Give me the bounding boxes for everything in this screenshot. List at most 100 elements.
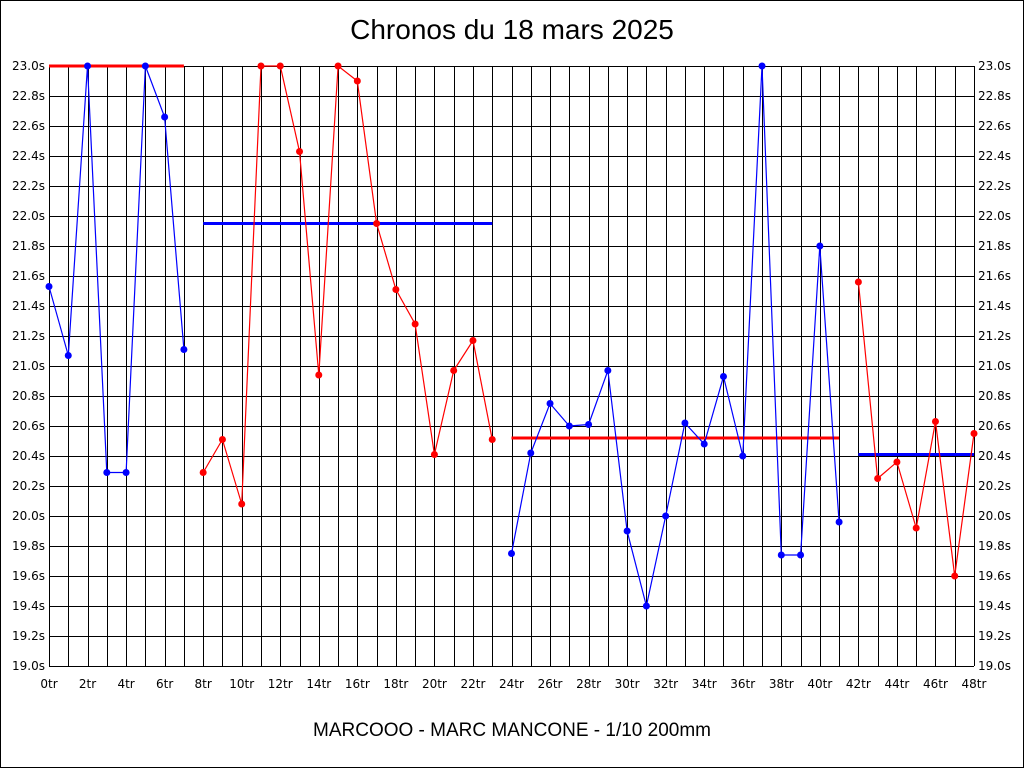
data-point <box>334 62 342 70</box>
chart-title: Chronos du 18 mars 2025 <box>350 14 674 45</box>
y-tick-label-right: 21.2s <box>978 329 1011 343</box>
data-point <box>797 551 805 559</box>
x-tick-label: 22tr <box>460 677 485 691</box>
data-point <box>816 242 824 250</box>
data-point <box>353 77 361 85</box>
data-point <box>835 518 843 526</box>
x-tick-label: 2tr <box>79 677 96 691</box>
data-point <box>585 421 593 428</box>
y-tick-label-right: 21.4s <box>978 299 1011 313</box>
data-point <box>430 451 438 458</box>
series-line <box>202 64 493 505</box>
y-tick-label-right: 22.6s <box>978 119 1011 133</box>
y-tick-label: 20.2s <box>12 479 45 493</box>
y-tick-label: 19.6s <box>12 569 45 583</box>
y-tick-label-right: 19.6s <box>978 569 1011 583</box>
data-point <box>777 551 785 559</box>
y-tick-label-right: 19.8s <box>978 539 1011 553</box>
data-point <box>623 527 631 535</box>
data-point <box>411 320 419 328</box>
y-tick-label-right: 20.8s <box>978 389 1011 403</box>
y-tick-label: 22.8s <box>12 89 45 103</box>
data-point <box>546 400 554 407</box>
x-tick-label: 26tr <box>538 677 563 691</box>
y-tick-label: 21.2s <box>12 329 45 343</box>
y-tick-label: 22.0s <box>12 209 45 223</box>
x-tick-label: 28tr <box>576 677 601 691</box>
chart-footer: MARCOOO - MARC MANCONE - 1/10 200mm <box>313 720 711 741</box>
data-point <box>373 220 381 227</box>
y-tick-label: 20.4s <box>12 449 45 463</box>
average-lines <box>49 64 974 456</box>
data-point <box>315 371 323 379</box>
x-tick-label: 34tr <box>692 677 717 691</box>
data-point <box>681 419 689 427</box>
y-tick-label: 23.0s <box>12 59 45 73</box>
x-tick-label: 6tr <box>156 677 173 691</box>
y-tick-label: 19.2s <box>12 629 45 643</box>
x-tick-label: 38tr <box>769 677 794 691</box>
x-tick-label: 20tr <box>422 677 447 691</box>
x-tick-label: 48tr <box>962 677 987 691</box>
x-axis: 0tr 2tr 4tr 6tr 8tr 10tr 12tr 14tr 16tr 18tr 20tr 2… <box>40 677 986 691</box>
data-point <box>199 469 207 476</box>
x-tick-label: 42tr <box>846 677 871 691</box>
y-tick-label-right: 19.0s <box>978 659 1011 673</box>
x-tick-label: 36tr <box>730 677 755 691</box>
y-tick-label-right: 22.0s <box>978 209 1011 223</box>
y-tick-label: 20.6s <box>12 419 45 433</box>
y-tick-label-right: 20.2s <box>978 479 1011 493</box>
y-tick-label: 21.0s <box>12 359 45 373</box>
x-tick-label: 12tr <box>268 677 293 691</box>
data-point <box>893 458 901 466</box>
x-tick-label: 46tr <box>923 677 948 691</box>
y-tick-label-right: 20.6s <box>978 419 1011 433</box>
y-tick-label-right: 19.4s <box>978 599 1011 613</box>
data-point <box>84 62 92 70</box>
data-point <box>758 62 766 70</box>
y-tick-label-right: 21.8s <box>978 239 1011 253</box>
data-point <box>854 278 862 286</box>
x-tick-label: 14tr <box>306 677 331 691</box>
y-tick-label: 21.8s <box>12 239 45 253</box>
x-tick-label: 0tr <box>40 677 57 691</box>
y-tick-label-right: 21.0s <box>978 359 1011 373</box>
data-point <box>296 148 304 155</box>
grid <box>49 66 975 667</box>
data-point <box>874 475 882 482</box>
data-point <box>122 469 130 476</box>
x-tick-label: 32tr <box>653 677 678 691</box>
x-tick-label: 16tr <box>345 677 370 691</box>
data-point <box>739 452 747 460</box>
y-tick-label-right: 20.4s <box>978 449 1011 463</box>
y-tick-label-right: 22.2s <box>978 179 1011 193</box>
y-tick-label: 21.4s <box>12 299 45 313</box>
y-tick-label: 19.8s <box>12 539 45 553</box>
x-tick-label: 40tr <box>807 677 832 691</box>
x-tick-label: 24tr <box>499 677 524 691</box>
y-tick-label: 19.0s <box>12 659 45 673</box>
data-point <box>700 440 708 448</box>
x-tick-label: 4tr <box>117 677 134 691</box>
data-point <box>508 550 515 557</box>
data-point <box>469 337 477 344</box>
y-tick-label-right: 22.8s <box>978 89 1011 103</box>
y-tick-label-right: 21.6s <box>978 269 1011 283</box>
x-tick-label: 10tr <box>229 677 254 691</box>
y-tick-label: 20.8s <box>12 389 45 403</box>
x-tick-label: 8tr <box>195 677 212 691</box>
y-tick-label: 22.4s <box>12 149 45 163</box>
data-point <box>103 469 111 476</box>
data-point <box>276 62 284 70</box>
data-point <box>257 62 265 70</box>
data-point <box>64 352 72 359</box>
y-tick-label: 21.6s <box>12 269 45 283</box>
data-point <box>642 602 650 610</box>
data-point <box>180 346 188 353</box>
data-point <box>565 422 573 430</box>
data-point <box>951 572 959 580</box>
data-point <box>161 113 169 121</box>
y-tick-label-right: 22.4s <box>978 149 1011 163</box>
data-point <box>45 283 53 290</box>
